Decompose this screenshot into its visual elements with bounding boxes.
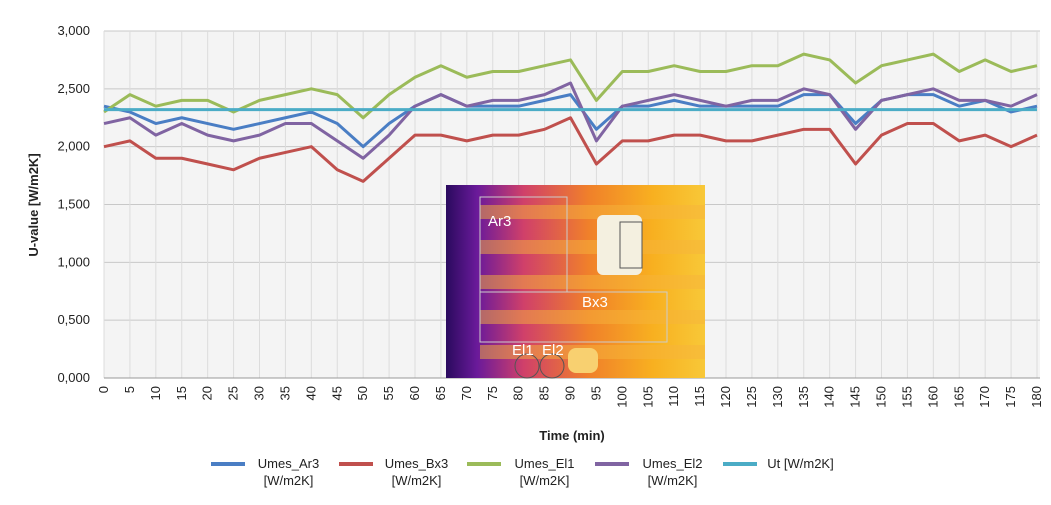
x-tick-label: 125 [744,386,759,408]
legend-item: Umes_Ar3 [W/m2K] [211,455,329,489]
chart: U-value [W/m2K] Time (min) 0,000 0,500 1,0… [0,0,1051,450]
x-tick-label: 25 [226,386,241,400]
x-tick-label: 60 [407,386,422,400]
x-tick-label: 115 [692,386,707,407]
x-tick-label: 165 [951,386,966,408]
x-tick-label: 10 [148,386,163,400]
inset-label: Ar3 [488,213,511,230]
inset-label: El1 [512,342,534,359]
x-tick-label: 5 [122,386,137,393]
thermal-spot [568,348,598,373]
page: U-value [W/m2K] Time (min) 0,000 0,500 1,0… [0,0,1051,505]
y-tick-label: 0,500 [57,312,90,327]
legend-item: Umes_El1 [W/m2K] [467,455,585,489]
x-tick-label: 145 [848,386,863,408]
x-tick-label: 180 [1029,386,1044,408]
x-tick-label: 65 [433,386,448,400]
x-tick-label: 110 [666,386,681,407]
legend-item: Ut [W/m2K] [723,455,841,489]
x-tick-label: 100 [614,386,629,408]
x-tick-label: 150 [874,386,889,408]
x-tick-label: 120 [718,386,733,408]
y-tick-label: 1,500 [57,197,90,212]
y-tick-label: 0,000 [57,370,90,385]
x-tick-label: 95 [588,386,603,400]
legend-label: Ut [W/m2K] [761,455,841,472]
inset-label: Bx3 [582,294,608,311]
legend-swatch [211,462,245,466]
y-tick-label: 1,000 [57,254,90,269]
x-tick-label: 160 [925,386,940,408]
y-axis-title: U-value [W/m2K] [26,153,41,256]
x-tick-label: 15 [174,386,189,400]
x-tick-label: 80 [511,386,526,400]
y-tick-label: 2,500 [57,81,90,96]
x-tick-label: 175 [1003,386,1018,408]
inset-label: El2 [542,342,564,359]
thermal-band [480,275,705,289]
legend-label: Umes_Bx3 [W/m2K] [377,455,457,489]
x-tick-label: 45 [329,386,344,400]
legend-swatch [723,462,757,466]
x-tick-label: 105 [640,386,655,408]
thermal-band [480,205,705,219]
x-tick-label: 70 [459,386,474,400]
legend-label: Umes_Ar3 [W/m2K] [249,455,329,489]
x-tick-label: 170 [977,386,992,408]
x-axis-title: Time (min) [539,428,605,443]
legend-label: Umes_El2 [W/m2K] [633,455,713,489]
x-tick-label: 40 [303,386,318,400]
legend-swatch [339,462,373,466]
x-tick-label: 85 [537,386,552,400]
y-tick-label: 2,000 [57,139,90,154]
legend-item: Umes_Bx3 [W/m2K] [339,455,457,489]
y-tick-label: 3,000 [57,23,90,38]
x-tick-label: 155 [899,386,914,408]
x-tick-label: 0 [96,386,111,393]
legend-swatch [467,462,501,466]
x-tick-label: 35 [277,386,292,400]
legend: Umes_Ar3 [W/m2K] Umes_Bx3 [W/m2K] Umes_El1… [0,455,1051,489]
x-tick-label: 135 [796,386,811,408]
x-tick-label: 75 [485,386,500,400]
x-tick-label: 130 [770,386,785,408]
legend-label: Umes_El1 [W/m2K] [505,455,585,489]
x-tick-label: 90 [563,386,578,400]
x-tick-label: 140 [822,386,837,408]
x-tick-label: 55 [381,386,396,400]
inset-image: Ar3 Bx3 El1 El2 [446,185,705,378]
x-tick-label: 30 [252,386,267,400]
legend-swatch [595,462,629,466]
thermal-band [480,310,705,324]
x-tick-label: 50 [355,386,370,400]
x-tick-label: 20 [200,386,215,400]
legend-item: Umes_El2 [W/m2K] [595,455,713,489]
thermal-band [480,240,705,254]
